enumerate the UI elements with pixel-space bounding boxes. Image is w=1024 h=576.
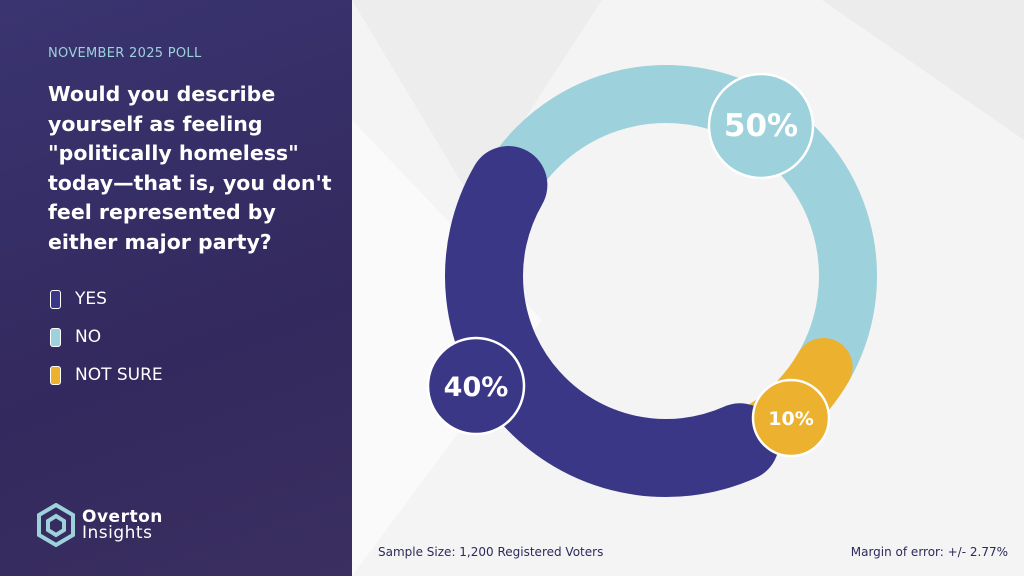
data-label: 10% xyxy=(768,408,813,430)
brand-name-line2: Insights xyxy=(82,523,153,543)
margin-of-error: Margin of error: +/- 2.77% xyxy=(850,545,1008,559)
legend-swatch-not-sure xyxy=(50,365,61,385)
brand-name-line1: Overton xyxy=(82,507,163,527)
legend-item-yes: YES xyxy=(50,289,107,309)
legend-label: YES xyxy=(75,289,107,309)
data-label-badge xyxy=(751,378,831,458)
sample-size: Sample Size: 1,200 Registered Voters xyxy=(378,545,604,559)
data-label-badge xyxy=(426,336,526,436)
legend-label: NOT SURE xyxy=(75,365,163,385)
hexagon-logo-icon xyxy=(37,503,75,547)
legend-label: NO xyxy=(75,327,102,347)
left-panel: NOVEMBER 2025 POLL Would you describe yo… xyxy=(0,0,352,576)
data-label: 50% xyxy=(724,108,798,144)
data-label: 40% xyxy=(444,372,509,403)
legend-item-not-sure: NOT SURE xyxy=(50,365,163,385)
poll-question: Would you describe yourself as feeling "… xyxy=(48,82,332,254)
legend-swatch-yes xyxy=(50,289,61,309)
legend-swatch-no xyxy=(50,327,61,347)
donut-segment-yes xyxy=(445,146,780,497)
poll-date-label: NOVEMBER 2025 POLL xyxy=(48,46,202,61)
donut-chart: 50% 40% 10% xyxy=(426,65,877,497)
data-label-badge xyxy=(707,72,815,180)
brand-logo: Overton Insights xyxy=(36,503,163,547)
legend-item-no: NO xyxy=(50,327,101,347)
